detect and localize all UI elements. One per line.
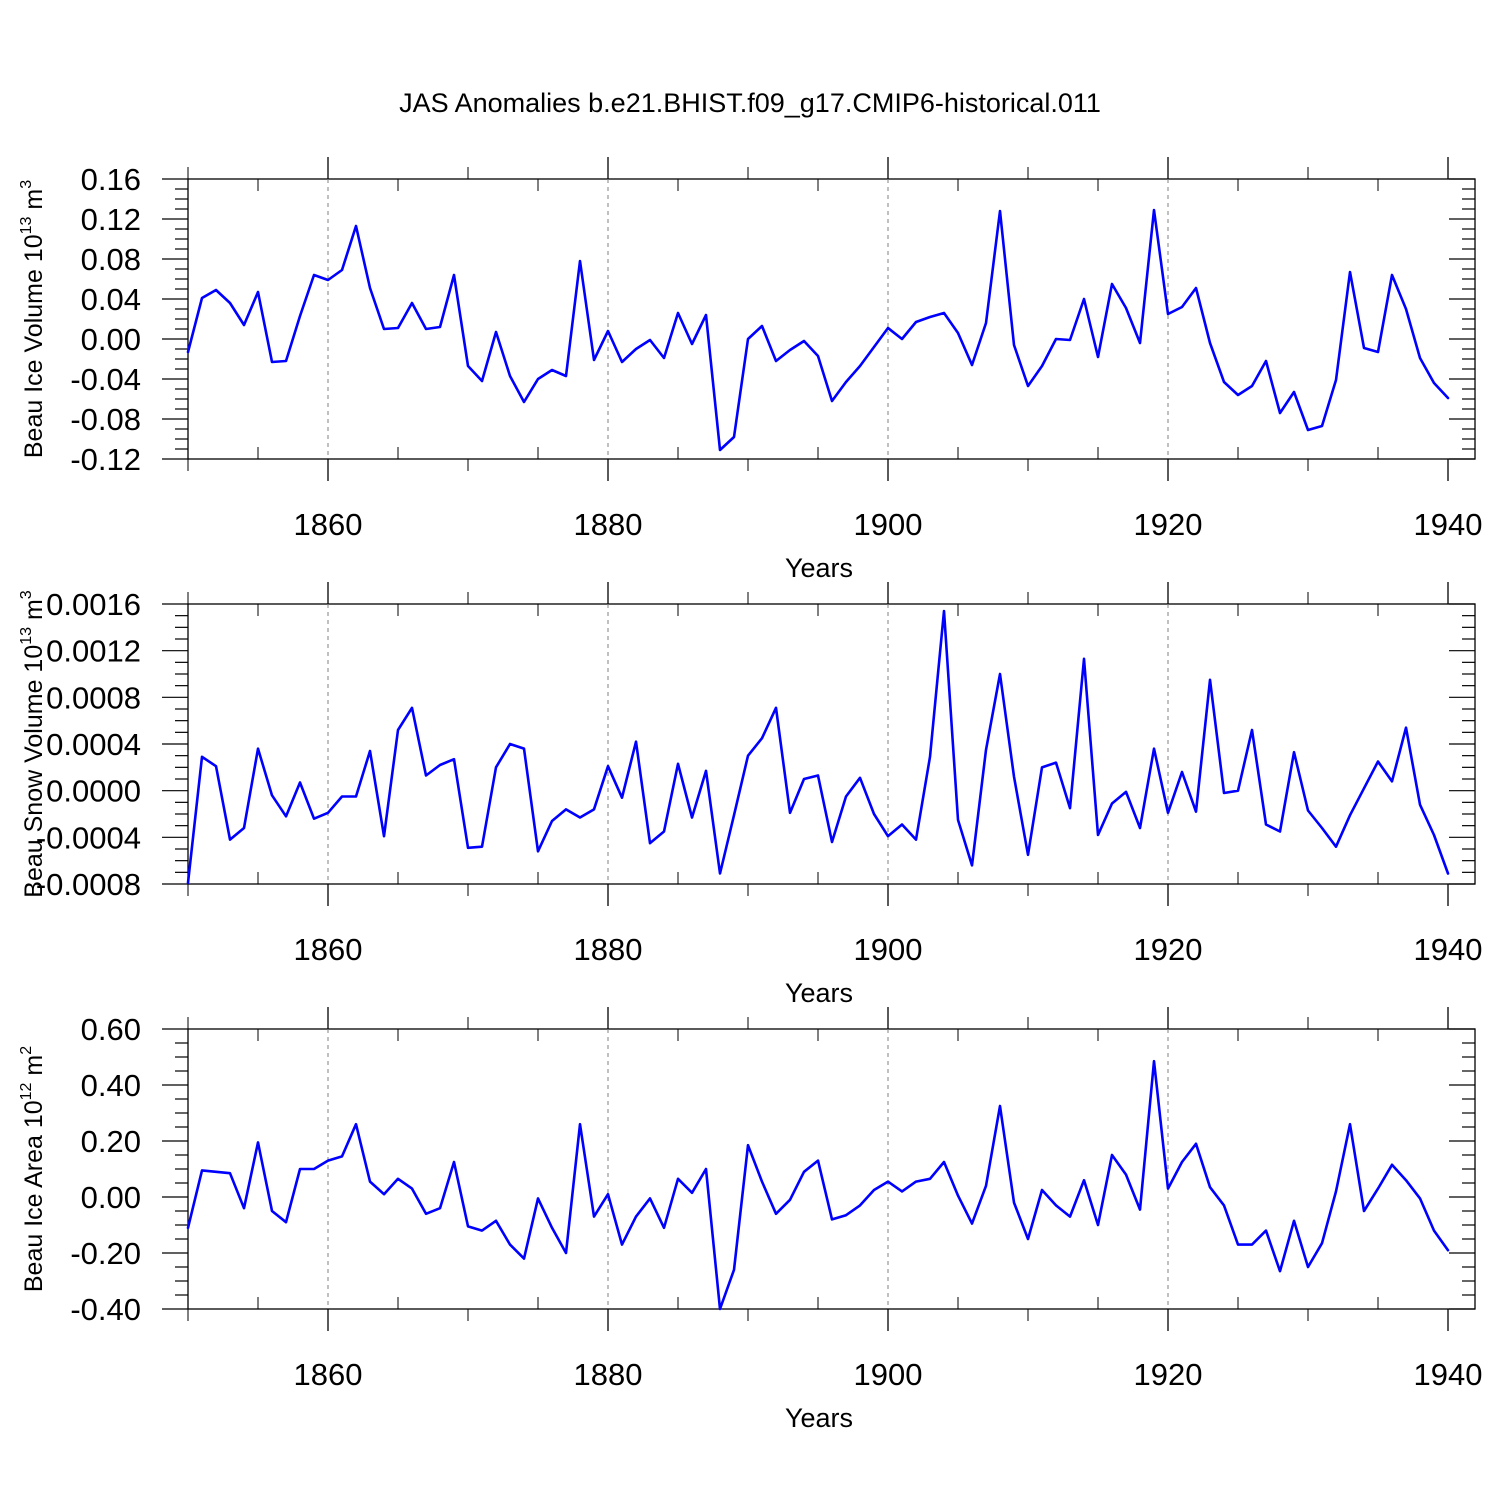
y-tick-label: 0.0012	[46, 634, 141, 669]
x-tick-label: 1920	[1134, 932, 1203, 967]
y-tick-label: 0.00	[81, 322, 141, 357]
panel-ice-area: 1860 1880 1900 1920 1940 Years -0.40 -0.20 0.00 0…	[18, 1007, 1482, 1433]
x-tick-label: 1920	[1134, 1357, 1203, 1392]
y-tick-label: 0.12	[81, 202, 141, 237]
y-tick-label: 0.00	[81, 1180, 141, 1215]
y-tick-label: -0.12	[70, 442, 141, 477]
y-tick-label: 0.0008	[46, 680, 141, 715]
x-tick-label: 1920	[1134, 507, 1203, 542]
x-tick-label: 1860	[294, 507, 363, 542]
y-tick-label: -0.08	[70, 402, 141, 437]
x-tick-label: 1880	[574, 507, 643, 542]
x-tick-label: 1860	[294, 1357, 363, 1392]
x-axis-label: Years	[785, 1403, 853, 1433]
x-axis-label: Years	[785, 553, 853, 583]
y-tick-label: -0.0008	[36, 867, 141, 902]
y-axis-label: Beau Ice Area 1012 m2	[18, 1046, 48, 1292]
panel-snow-volume: 1860 1880 1900 1920 1940 Years -0.0008 -0.0004 0…	[18, 582, 1482, 1008]
y-tick-label: 0.60	[81, 1012, 141, 1047]
y-tick-label: 0.40	[81, 1068, 141, 1103]
x-tick-label: 1860	[294, 932, 363, 967]
y-tick-label: 0.04	[81, 282, 141, 317]
y-tick-label: 0.0016	[46, 587, 141, 622]
y-tick-label: -0.40	[70, 1292, 141, 1327]
x-tick-label: 1940	[1414, 507, 1483, 542]
y-tick-label: 0.08	[81, 242, 141, 277]
chart-title: JAS Anomalies b.e21.BHIST.f09_g17.CMIP6-…	[399, 88, 1101, 118]
x-tick-label: 1900	[854, 507, 923, 542]
series-line	[186, 609, 1450, 885]
series-line	[186, 1059, 1450, 1311]
y-axis-label: Beau Snow Volume 1013 m3	[18, 590, 48, 898]
y-axis-label: Beau Ice Volume 1013 m3	[18, 180, 48, 458]
x-tick-label: 1940	[1414, 1357, 1483, 1392]
x-tick-label: 1880	[574, 1357, 643, 1392]
x-tick-label: 1940	[1414, 932, 1483, 967]
panel-ice-volume: 1860 1880 1900 1920 1940 Years -0.12 -0.08 -0.04…	[18, 157, 1482, 583]
y-tick-label: 0.0000	[46, 774, 141, 809]
x-axis-label: Years	[785, 978, 853, 1008]
y-tick-label: 0.0004	[46, 727, 141, 762]
x-tick-label: 1900	[854, 1357, 923, 1392]
y-tick-label: 0.16	[81, 162, 141, 197]
x-tick-label: 1900	[854, 932, 923, 967]
x-tick-label: 1880	[574, 932, 643, 967]
series-line	[186, 208, 1450, 452]
y-tick-label: 0.20	[81, 1124, 141, 1159]
y-tick-label: -0.04	[70, 362, 141, 397]
y-tick-label: -0.20	[70, 1236, 141, 1271]
y-tick-label: -0.0004	[36, 820, 141, 855]
